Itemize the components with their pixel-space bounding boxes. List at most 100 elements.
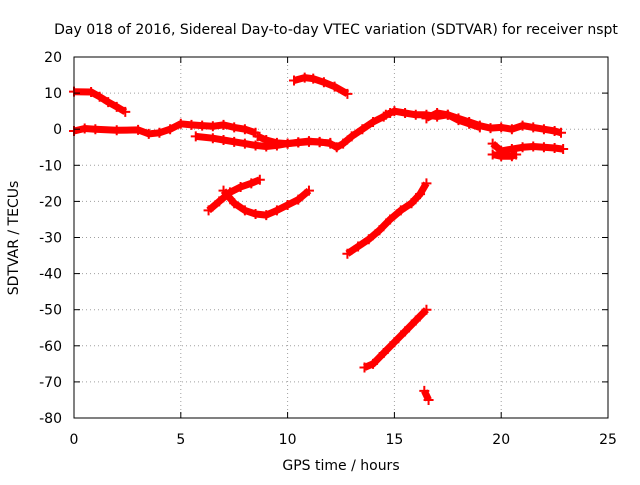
data-point — [218, 119, 229, 130]
data-point — [442, 109, 453, 120]
y-tick-labels: -80 -70 -60 -50 -40 -30 -20 -10 0 10 20 — [39, 50, 62, 427]
data-point — [423, 394, 434, 405]
data-point — [342, 248, 353, 259]
grid — [74, 57, 608, 418]
data-point — [558, 144, 569, 155]
data-point — [314, 137, 325, 148]
data-point — [282, 200, 293, 211]
data-point — [487, 138, 498, 149]
data-point — [111, 101, 122, 112]
data-point — [111, 125, 122, 136]
x-tick-label: 0 — [70, 432, 79, 448]
data-point — [79, 123, 90, 134]
data-point — [517, 142, 528, 153]
data-point — [346, 131, 357, 142]
data-point — [303, 185, 314, 196]
data-point — [175, 118, 186, 129]
data-point — [318, 77, 329, 88]
data-point — [528, 141, 539, 152]
data-point — [261, 210, 272, 221]
data-point — [229, 122, 240, 133]
data-point — [538, 142, 549, 153]
data-point — [214, 196, 225, 207]
data-point — [154, 127, 165, 138]
y-tick-label: -10 — [39, 158, 62, 174]
x-tick-label: 20 — [492, 432, 510, 448]
y-tick-label: -40 — [39, 267, 62, 283]
data-point — [496, 151, 507, 162]
data-point — [487, 149, 498, 160]
data-point — [474, 122, 485, 133]
data-point — [235, 181, 246, 192]
data-point — [406, 198, 417, 209]
data-point — [308, 73, 319, 84]
y-tick-label: -20 — [39, 194, 62, 210]
series-arc-2 — [73, 120, 257, 138]
x-tick-label: 5 — [176, 432, 185, 448]
data-point — [325, 137, 336, 148]
data-point — [239, 124, 250, 135]
y-tick-label: -80 — [39, 411, 62, 427]
data-point — [368, 116, 379, 127]
data-point — [103, 97, 114, 108]
data-point — [190, 131, 201, 142]
data-point — [410, 315, 421, 326]
data-point — [239, 205, 250, 216]
data-point — [538, 124, 549, 135]
data-point — [464, 118, 475, 129]
data-point — [395, 205, 406, 216]
data-point — [410, 109, 421, 120]
data-point — [331, 142, 342, 153]
y-axis-label: SDTVAR / TECUs — [6, 181, 22, 296]
data-point — [415, 189, 426, 200]
data-point — [432, 107, 443, 118]
data-point — [252, 131, 263, 142]
data-point — [165, 124, 176, 135]
data-point — [359, 362, 370, 373]
data-point — [133, 124, 144, 135]
data-point — [282, 138, 293, 149]
data-point — [496, 122, 507, 133]
data-point — [419, 385, 430, 396]
y-tick-label: -60 — [39, 339, 62, 355]
series-arc-9 — [363, 307, 429, 371]
data-point — [90, 124, 101, 135]
data-point — [94, 91, 105, 102]
data-point — [329, 81, 340, 92]
data-point — [293, 137, 304, 148]
data-point — [229, 136, 240, 147]
y-tick-label: -30 — [39, 231, 62, 247]
y-tick-label: 10 — [44, 86, 62, 102]
data-point — [289, 75, 300, 86]
data-point — [239, 138, 250, 149]
data-point — [207, 121, 218, 132]
data-point — [303, 136, 314, 147]
data-point — [261, 135, 272, 146]
y-tick-label: -70 — [39, 375, 62, 391]
x-tick-labels: 0 5 10 15 20 25 — [70, 432, 617, 448]
data-point — [400, 326, 411, 337]
x-tick-label: 10 — [279, 432, 297, 448]
data-point — [549, 126, 560, 137]
data-point — [293, 194, 304, 205]
data-point — [207, 133, 218, 144]
data-point — [421, 113, 432, 124]
data-point — [357, 124, 368, 135]
data-point — [250, 209, 261, 220]
data-point — [511, 149, 522, 160]
data-point — [218, 185, 229, 196]
y-tick-label: -50 — [39, 303, 62, 319]
data-point — [218, 135, 229, 146]
data-point — [421, 178, 432, 189]
data-point — [186, 119, 197, 130]
data-point — [400, 107, 411, 118]
data-point — [517, 120, 528, 131]
data-point — [421, 304, 432, 315]
data-point — [389, 106, 400, 117]
data-point — [299, 72, 310, 83]
data-point — [203, 205, 214, 216]
data-point — [250, 140, 261, 151]
data-point — [506, 124, 517, 135]
data-point — [120, 106, 131, 117]
